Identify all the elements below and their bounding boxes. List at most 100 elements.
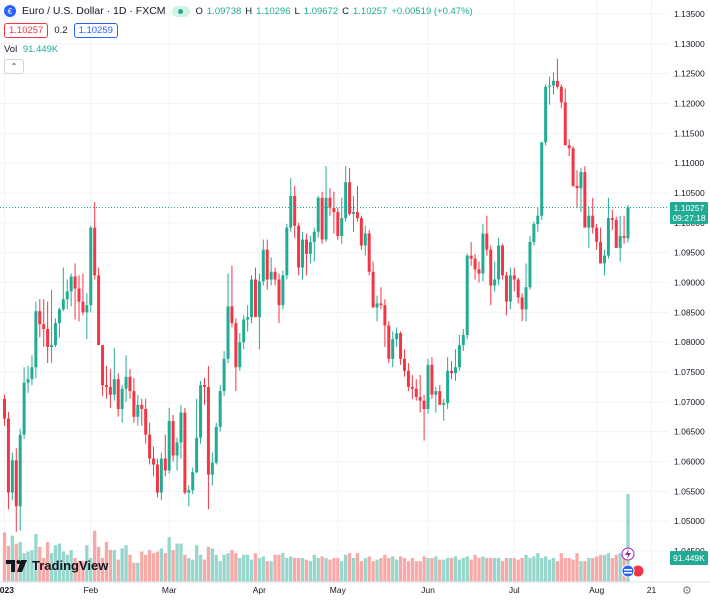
candle-body: [199, 385, 203, 438]
candle-body: [344, 182, 348, 219]
candle-body: [367, 233, 371, 272]
y-tick-label: 1.11500: [674, 128, 704, 138]
volume-bar: [265, 561, 269, 582]
volume-bar: [53, 545, 58, 582]
volume-bar: [618, 553, 622, 582]
volume-bar: [626, 494, 630, 582]
y-tick-label: 1.12000: [674, 99, 705, 109]
chevron-up-icon[interactable]: ⌃: [4, 59, 24, 74]
volume-legend[interactable]: Vol 91.449K: [4, 44, 58, 55]
volume-bar: [489, 558, 493, 582]
y-tick-label: 1.06500: [674, 427, 705, 437]
volume-bar: [371, 561, 375, 582]
gear-icon[interactable]: ⚙: [682, 585, 692, 597]
candle-body: [226, 306, 230, 359]
volume-bar: [328, 559, 332, 582]
candle-body: [277, 279, 281, 306]
candle-body: [167, 420, 171, 471]
y-tick-label: 1.07000: [674, 397, 705, 407]
y-tick-label: 1.06000: [674, 457, 705, 467]
candle-body: [555, 80, 559, 87]
volume-bar: [293, 558, 297, 582]
volume-bar: [234, 553, 238, 582]
candle-body: [163, 458, 167, 471]
volume-bar: [195, 545, 199, 582]
volume-bar: [598, 554, 603, 582]
buy-price-button[interactable]: 1.10259: [73, 23, 118, 38]
candle-body: [504, 275, 508, 302]
candle-body: [293, 195, 297, 226]
volume-bar: [10, 535, 14, 582]
volume-bar: [124, 545, 128, 582]
time-axis[interactable]: 2023 Feb Mar Apr May Jun Jul Aug 21: [0, 581, 710, 595]
candle-body: [512, 275, 516, 280]
candle-body: [253, 279, 257, 318]
y-tick-label: 1.05500: [674, 486, 705, 496]
candle-body: [144, 408, 148, 435]
volume-bar: [551, 558, 556, 582]
ohlc-values: O 1.09738 H 1.10296 L 1.09672 C 1.10257 +0.0…: [196, 6, 473, 17]
candle-body: [65, 291, 69, 300]
candle-body: [155, 464, 159, 493]
low-label: L: [294, 5, 300, 17]
chart-header: € Euro / U.S. Dollar · 1D · FXCM O 1.0973…: [0, 0, 668, 80]
volume-bar: [206, 546, 211, 582]
price-axis[interactable]: 1.13500 1.13000 1.12500 1.12000 1.11500 1.110…: [674, 9, 705, 556]
candle-body: [426, 364, 430, 409]
volume-bar: [218, 561, 222, 582]
volume-bar: [473, 554, 477, 582]
volume-bar: [238, 558, 242, 582]
candle-body: [124, 376, 128, 389]
volume-bar: [2, 532, 7, 582]
tradingview-logo[interactable]: TradingView: [6, 558, 108, 573]
candle-body: [179, 412, 183, 443]
volume-bar: [96, 546, 101, 582]
candle-body: [187, 490, 191, 493]
volume-bar: [591, 558, 595, 582]
x-tick-label: Mar: [162, 585, 177, 595]
volume-bar: [332, 558, 336, 582]
candle-body: [348, 182, 352, 214]
candle-body: [563, 102, 567, 146]
candle-body: [391, 339, 395, 359]
volume-bar: [300, 558, 305, 582]
volume-bar: [434, 556, 438, 582]
volume-bar: [571, 559, 575, 582]
candle-body: [308, 241, 312, 254]
y-tick-label: 1.07500: [674, 367, 705, 377]
volume-bar: [387, 558, 391, 582]
candle-body: [6, 418, 10, 493]
volume-bar: [528, 558, 532, 582]
candle-body: [352, 212, 355, 214]
volume-bar: [214, 554, 218, 582]
candle-body: [316, 197, 320, 232]
volume-bars: [2, 494, 630, 582]
volume-bar: [316, 558, 320, 582]
symbol-title[interactable]: Euro / U.S. Dollar · 1D · FXCM: [22, 5, 166, 17]
us-flag-event-icon[interactable]: [621, 564, 645, 578]
candle-body: [328, 197, 332, 208]
candle-body: [14, 460, 18, 507]
volume-bar: [34, 534, 38, 582]
volume-bar: [493, 558, 497, 582]
volume-bar: [426, 558, 430, 582]
candle-body: [355, 212, 359, 219]
candle-body: [442, 403, 446, 405]
lightning-icon[interactable]: [621, 547, 635, 561]
x-tick-label: Jul: [509, 585, 520, 595]
candle-body: [508, 275, 512, 302]
volume-bar: [108, 550, 113, 582]
sell-price-button[interactable]: 1.10257: [4, 23, 49, 38]
candle-body: [399, 333, 403, 359]
volume-bar: [520, 558, 524, 582]
volume-bar: [159, 548, 164, 582]
candle-body: [375, 303, 379, 308]
candle-body: [320, 197, 324, 240]
volume-bar: [249, 559, 254, 582]
volume-bar: [344, 554, 348, 582]
volume-bar: [26, 551, 30, 582]
volume-bar: [508, 558, 513, 582]
volume-bar: [422, 556, 426, 582]
volume-bar: [269, 561, 273, 582]
